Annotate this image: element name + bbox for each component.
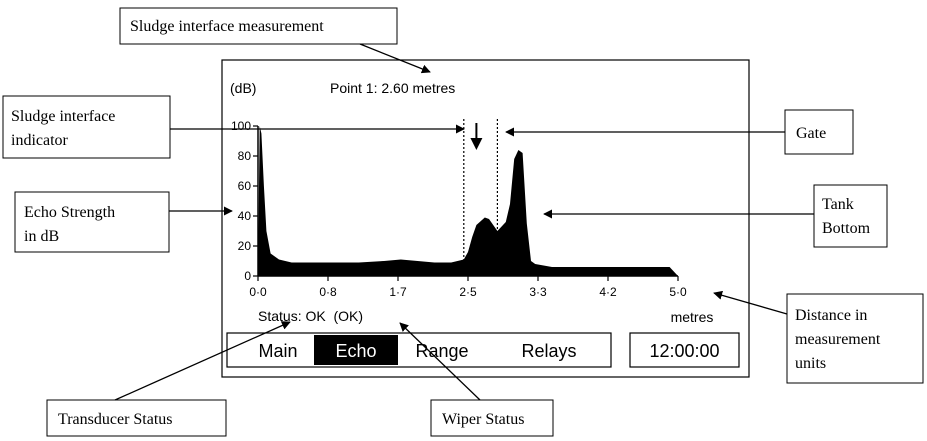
- svg-text:Distance in: Distance in: [795, 307, 867, 324]
- svg-text:units: units: [795, 355, 826, 372]
- y-tick-label: 80: [238, 149, 252, 163]
- x-axis-ticks: 0·0 0·8 1·7 2·5 3·3 4·2 5·0: [249, 276, 687, 299]
- svg-text:Tank: Tank: [822, 196, 854, 213]
- y-tick-label: 40: [238, 209, 252, 223]
- svg-text:measurement: measurement: [795, 331, 881, 348]
- callout-transducer-status: Transducer Status: [46, 399, 227, 437]
- arrow-distance-units: [713, 290, 788, 315]
- status-text: Status: OK (OK): [258, 308, 363, 324]
- x-tick-label: 1·7: [389, 285, 407, 299]
- menu-item-relays[interactable]: Relays: [521, 341, 576, 361]
- svg-text:Sludge interface: Sludge interface: [11, 108, 115, 125]
- x-tick-label: 4·2: [599, 285, 617, 299]
- svg-text:Sludge interface measurement: Sludge interface measurement: [130, 18, 324, 35]
- y-axis-ticks: 0 20 40 60 80 100: [231, 119, 258, 283]
- svg-text:indicator: indicator: [11, 132, 69, 149]
- arrow-sludge-measurement: [359, 43, 431, 74]
- x-tick-label: 0·8: [319, 285, 337, 299]
- x-tick-label: 5·0: [669, 285, 687, 299]
- y-unit-label: (dB): [230, 80, 256, 96]
- menu-item-echo[interactable]: Echo: [335, 341, 376, 361]
- svg-text:Echo Strength: Echo Strength: [24, 204, 115, 221]
- clock-box: [629, 332, 740, 368]
- x-tick-label: 0·0: [249, 285, 267, 299]
- callout-sludge-interface-indicator: Sludge interface indicator: [2, 95, 171, 159]
- callout-echo-strength: Echo Strength in dB: [14, 191, 170, 253]
- arrow-transducer-status: [114, 321, 291, 401]
- x-tick-label: 3·3: [529, 285, 547, 299]
- y-tick-label: 60: [238, 179, 252, 193]
- callout-tank-bottom: Tank Bottom: [813, 184, 888, 248]
- menu-item-echo-highlight: [314, 335, 398, 365]
- y-tick-label: 0: [244, 269, 251, 283]
- arrow-wiper-status: [399, 322, 481, 401]
- svg-text:Transducer Status: Transducer Status: [58, 411, 173, 428]
- svg-text:Wiper Status: Wiper Status: [442, 411, 524, 428]
- x-unit-label: metres: [671, 309, 714, 325]
- sludge-interface-indicator-arrow: [470, 123, 483, 150]
- callout-sludge-interface-measurement: Sludge interface measurement: [119, 7, 398, 45]
- callout-distance-units: Distance in measurement units: [786, 293, 924, 384]
- sludge-measurement-readout: Point 1: 2.60 metres: [330, 80, 455, 96]
- echo-chart: 0 20 40 60 80 100 0·0 0·8 1·7 2·5 3·3 4·2 5·0: [231, 119, 687, 299]
- x-tick-label: 2·5: [459, 285, 477, 299]
- clock: 12:00:00: [649, 341, 719, 361]
- svg-text:Gate: Gate: [796, 125, 826, 142]
- y-tick-label: 100: [231, 119, 251, 133]
- svg-text:Bottom: Bottom: [822, 220, 871, 237]
- leader-arrows: [114, 43, 814, 401]
- menu-item-main[interactable]: Main: [258, 341, 297, 361]
- device-screen: (dB) Point 1: 2.60 metres 0 20 40 60 80 100 0…: [221, 59, 750, 378]
- y-tick-label: 20: [238, 239, 252, 253]
- menu-item-range[interactable]: Range: [415, 341, 468, 361]
- callout-gate: Gate: [784, 109, 854, 155]
- svg-text:in dB: in dB: [24, 228, 59, 245]
- callout-wiper-status: Wiper Status: [430, 399, 554, 437]
